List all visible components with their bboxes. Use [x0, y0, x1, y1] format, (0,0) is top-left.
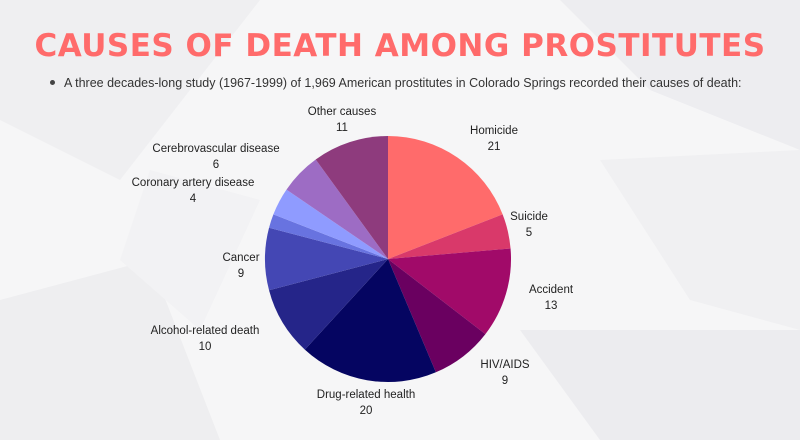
label-hiv-name: HIV/AIDS — [480, 359, 530, 371]
pie-slice-cancer-6 — [264, 227, 388, 291]
pie-slice-drug-related-health-4 — [304, 259, 436, 383]
pie-slice-accident-2 — [388, 248, 512, 335]
pie-slice-unlabeled-7 — [269, 214, 388, 259]
label-suicide-value: 5 — [526, 227, 532, 239]
pie-slice-alcohol-related-death-5 — [269, 259, 388, 350]
page-title: CAUSES OF DEATH AMONG PROSTITUTES — [34, 28, 766, 64]
pie-slice-hiv-aids-3 — [388, 259, 486, 373]
label-homicide-value: 21 — [488, 141, 501, 153]
bullet-icon — [50, 80, 55, 86]
pie-slices — [264, 136, 512, 383]
pie-slice-suicide-1 — [388, 214, 511, 259]
label-cerebrovascular-name: Cerebrovascular disease — [152, 143, 279, 155]
label-cancer-value: 9 — [238, 268, 244, 280]
label-coronary-name: Coronary artery disease — [132, 177, 255, 189]
label-other-value: 11 — [336, 122, 348, 134]
subtitle-text: A three decades-long study (1967-1999) o… — [64, 76, 742, 90]
pie-labels: Homicide 21 Suicide 5 Accident 13 HIV/AI… — [132, 106, 574, 417]
label-alcohol-value: 10 — [199, 341, 212, 353]
label-homicide-name: Homicide — [470, 125, 518, 137]
label-other-name: Other causes — [308, 106, 377, 118]
label-cerebrovascular-value: 6 — [213, 159, 219, 171]
label-drug-value: 20 — [360, 405, 373, 417]
pie-slice-coronary-artery-disease-8 — [273, 189, 388, 259]
label-suicide-name: Suicide — [510, 211, 548, 223]
pie-slice-homicide-0 — [388, 136, 503, 259]
label-alcohol-name: Alcohol-related death — [151, 325, 260, 337]
page-subtitle: A three decades-long study (1967-1999) o… — [50, 76, 790, 90]
pie-slice-cerebrovascular-disease-9 — [286, 159, 388, 259]
label-drug-name: Drug-related health — [317, 389, 415, 401]
label-accident-name: Accident — [529, 284, 574, 296]
label-hiv-value: 9 — [502, 375, 508, 387]
pie-slice-other-causes-10 — [315, 136, 388, 259]
label-cancer-name: Cancer — [222, 252, 259, 264]
label-coronary-value: 4 — [190, 193, 197, 205]
label-accident-value: 13 — [545, 300, 558, 312]
